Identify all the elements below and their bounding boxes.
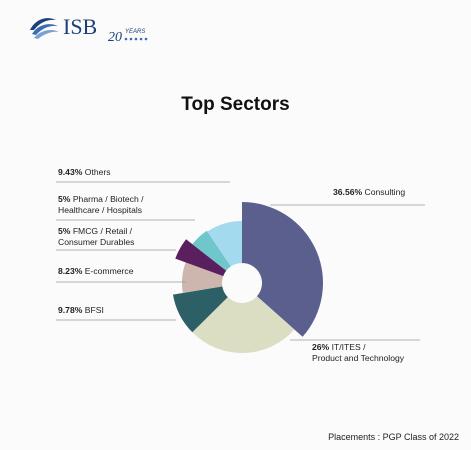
slice-label-it: 26% IT/ITES / Product and Technology bbox=[312, 342, 405, 363]
badge-number: 20 bbox=[108, 30, 122, 44]
footer-caption: Placements : PGP Class of 2022 bbox=[328, 432, 459, 442]
slice-label-bfsi: 9.78% BFSI bbox=[58, 305, 104, 315]
slice-percent-ecom: 8.23% bbox=[58, 266, 85, 276]
badge-text: YEARS bbox=[125, 29, 145, 35]
slice-label-ecom: 8.23% E-commerce bbox=[58, 266, 134, 276]
logo-text: ISB bbox=[63, 14, 97, 39]
pie-slice-consulting bbox=[242, 202, 323, 337]
pie-slice-bfsi bbox=[172, 286, 228, 333]
slice-percent-consulting: 36.56% bbox=[333, 187, 365, 197]
pie-slice-fmcg bbox=[175, 239, 227, 277]
chart-title: Top Sectors bbox=[181, 94, 290, 115]
badge-dots bbox=[124, 37, 148, 41]
slice-label-pharma: 5% Pharma / Biotech / Healthcare / Hospit… bbox=[58, 194, 144, 215]
slice-percent-pharma: 5% bbox=[58, 194, 73, 204]
isb-logo: ISB 20 YEARS bbox=[30, 14, 148, 44]
slice-percent-bfsi: 9.78% bbox=[58, 305, 85, 315]
slice-label-fmcg: 5% FMCG / Retail / Consumer Durables bbox=[58, 226, 134, 247]
pie-slice-it bbox=[192, 296, 295, 353]
donut-slices bbox=[172, 202, 323, 353]
slice-label-consulting: 36.56% Consulting bbox=[333, 187, 405, 197]
pie-slice-pharma bbox=[192, 230, 231, 271]
slice-label-others: 9.43% Others bbox=[58, 167, 111, 177]
slice-percent-others: 9.43% bbox=[58, 167, 85, 177]
slice-percent-fmcg: 5% bbox=[58, 226, 73, 236]
wave-emblem-icon bbox=[30, 18, 59, 39]
slice-percent-it: 26% bbox=[312, 342, 332, 352]
pie-slice-ecom bbox=[182, 262, 224, 293]
pie-slice-others bbox=[207, 221, 242, 267]
